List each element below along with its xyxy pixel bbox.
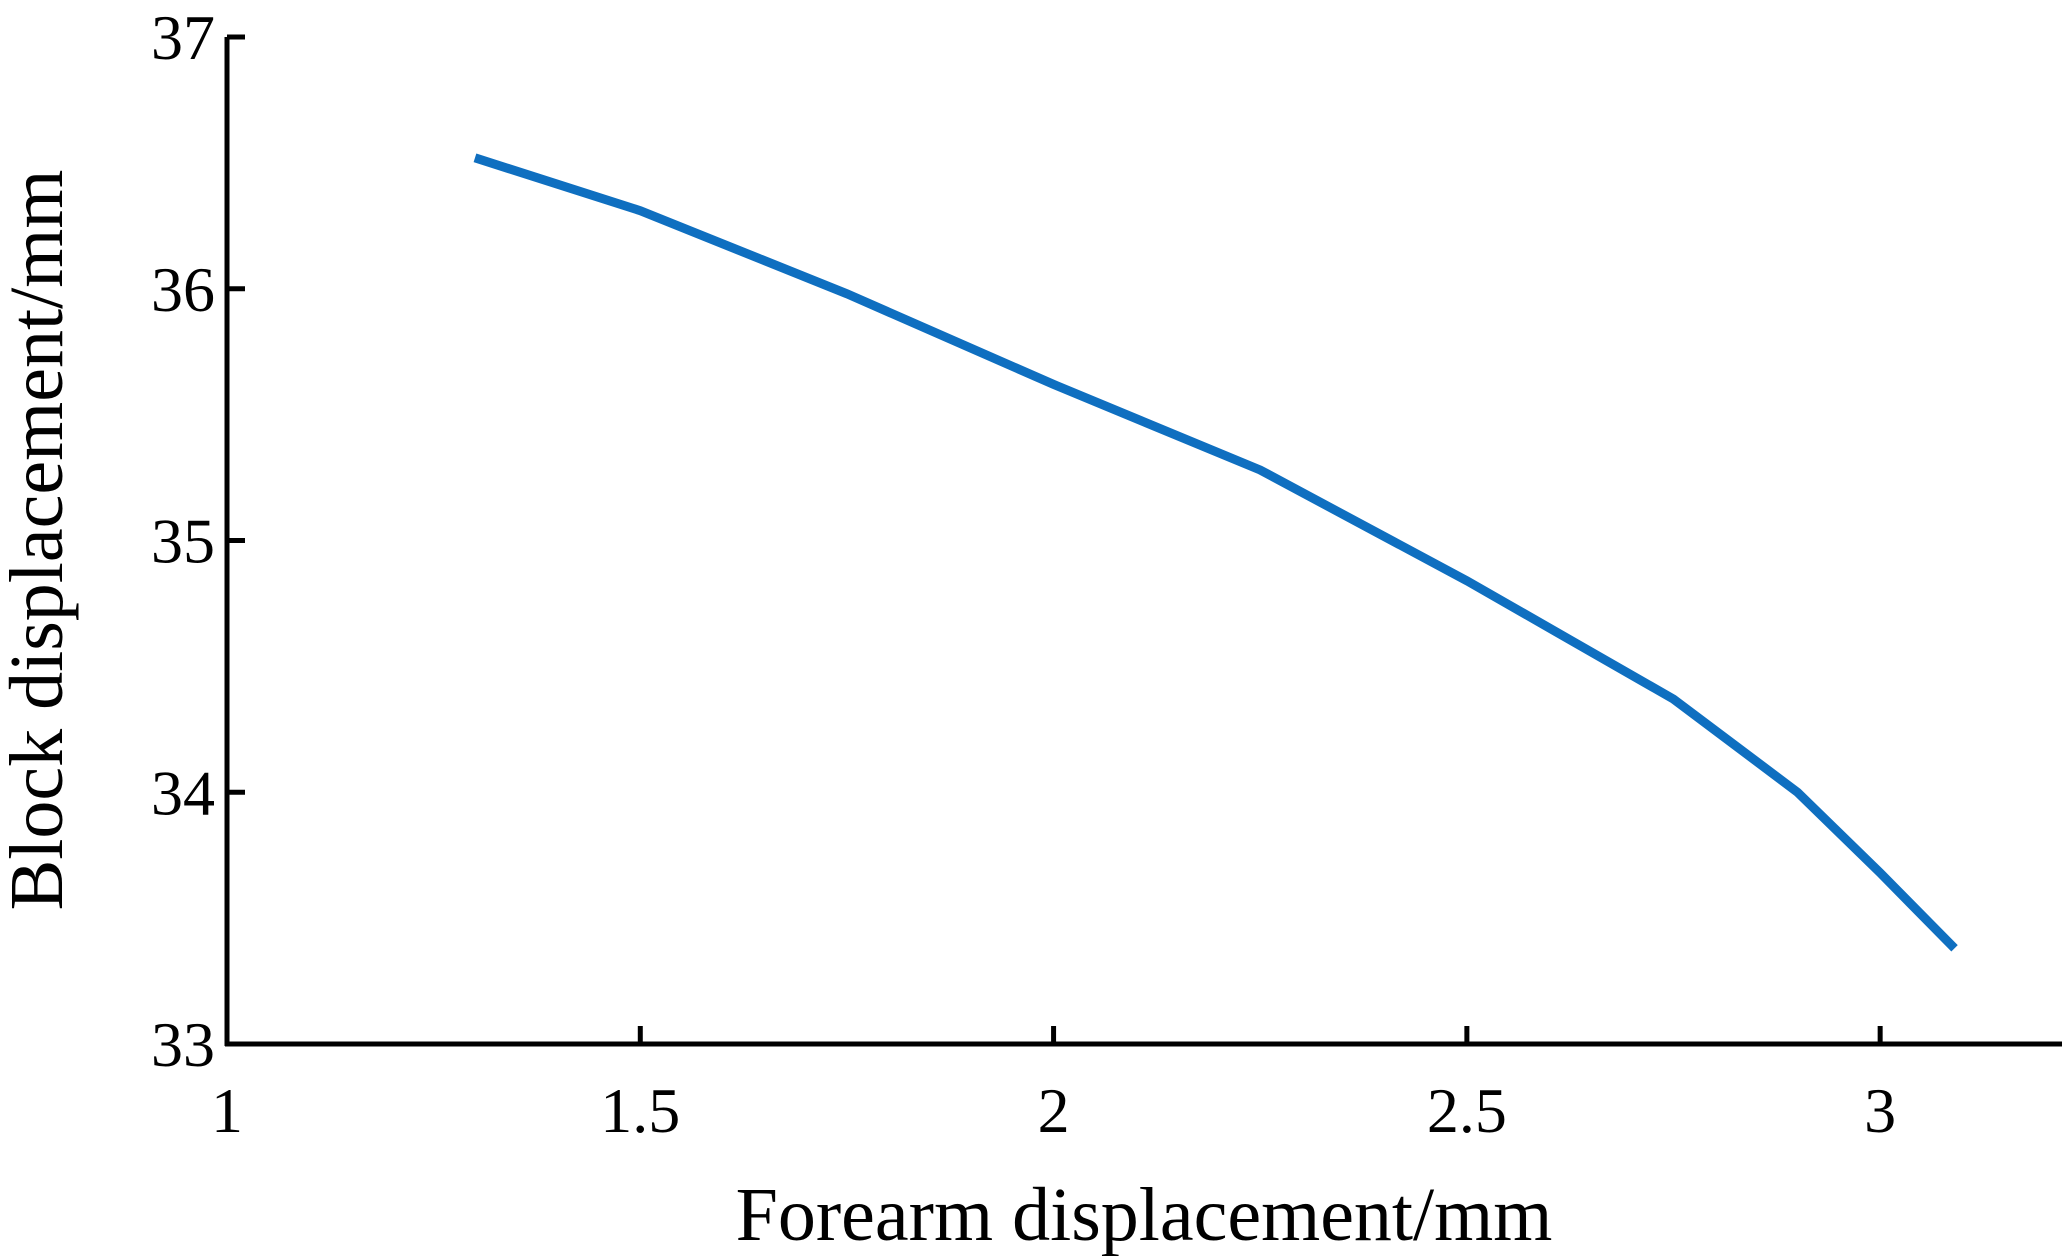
y-tick-label: 34 [151,757,215,828]
y-tick-label: 36 [151,254,215,325]
line [473,153,1958,952]
x-tick-label: 1.5 [600,1075,680,1146]
y-tick-label: 37 [151,2,215,73]
y-axis-label: Block displacement/mm [0,170,79,911]
y-tick-label: 35 [151,506,215,577]
x-tick-label: 1 [211,1075,243,1146]
x-tick-label: 2.5 [1427,1075,1507,1146]
x-axis-label: Forearm displacement/mm [736,1173,1553,1256]
y-tick-label: 33 [151,1009,215,1080]
x-tick-label: 2 [1038,1075,1070,1146]
x-tick-label: 3 [1864,1075,1896,1146]
